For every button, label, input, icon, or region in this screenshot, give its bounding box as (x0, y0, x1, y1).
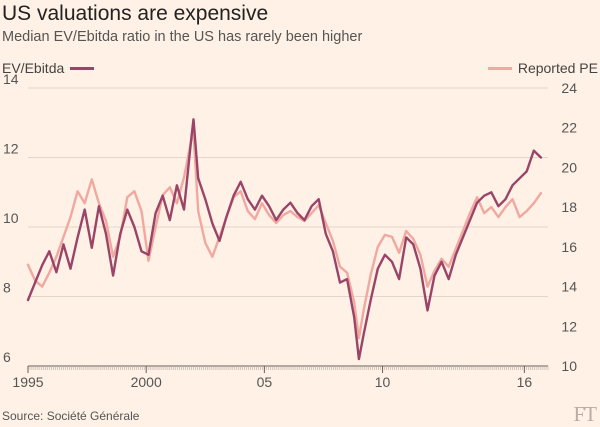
chart-title: US valuations are expensive (2, 2, 269, 25)
x-axis-tick-label: 2000 (131, 374, 162, 390)
x-axis-tick-label: 1995 (12, 374, 43, 390)
legend-reported-pe: Reported PE (482, 60, 598, 76)
left-axis-tick-label: 14 (3, 71, 19, 87)
legend-label-ev-ebitda: EV/Ebitda (2, 60, 65, 76)
left-axis-tick-label: 8 (3, 280, 11, 296)
legend-swatch-reported-pe (487, 66, 512, 70)
legend-swatch-ev-ebitda (70, 66, 95, 70)
series-line-ev-ebitda (26, 118, 543, 361)
source-note: Source: Société Générale (2, 409, 140, 423)
ft-logo: FT (573, 402, 596, 426)
chart-subtitle: Median EV/Ebitda ratio in the US has rar… (2, 29, 363, 45)
right-axis-tick-label: 20 (561, 159, 577, 175)
legend-ev-ebitda: EV/Ebitda (2, 60, 100, 76)
right-axis-tick-label: 12 (561, 318, 577, 334)
right-axis-tick-label: 22 (561, 120, 577, 136)
right-axis-tick-label: 14 (561, 279, 577, 295)
right-axis-tick-label: 18 (561, 199, 577, 215)
left-axis-tick-label: 6 (3, 349, 11, 365)
x-axis-tick-label: 16 (517, 374, 533, 390)
right-axis-tick-label: 10 (561, 358, 577, 374)
series-line-reported-pe (26, 130, 543, 340)
x-axis-tick-label: 05 (257, 374, 273, 390)
right-axis-tick-label: 24 (561, 80, 577, 96)
left-axis-tick-label: 12 (3, 141, 19, 157)
left-axis-tick-label: 10 (3, 210, 19, 226)
right-axis-tick-label: 16 (561, 239, 577, 255)
x-axis-tick-label: 10 (375, 374, 391, 390)
legend-label-reported-pe: Reported PE (517, 60, 598, 76)
